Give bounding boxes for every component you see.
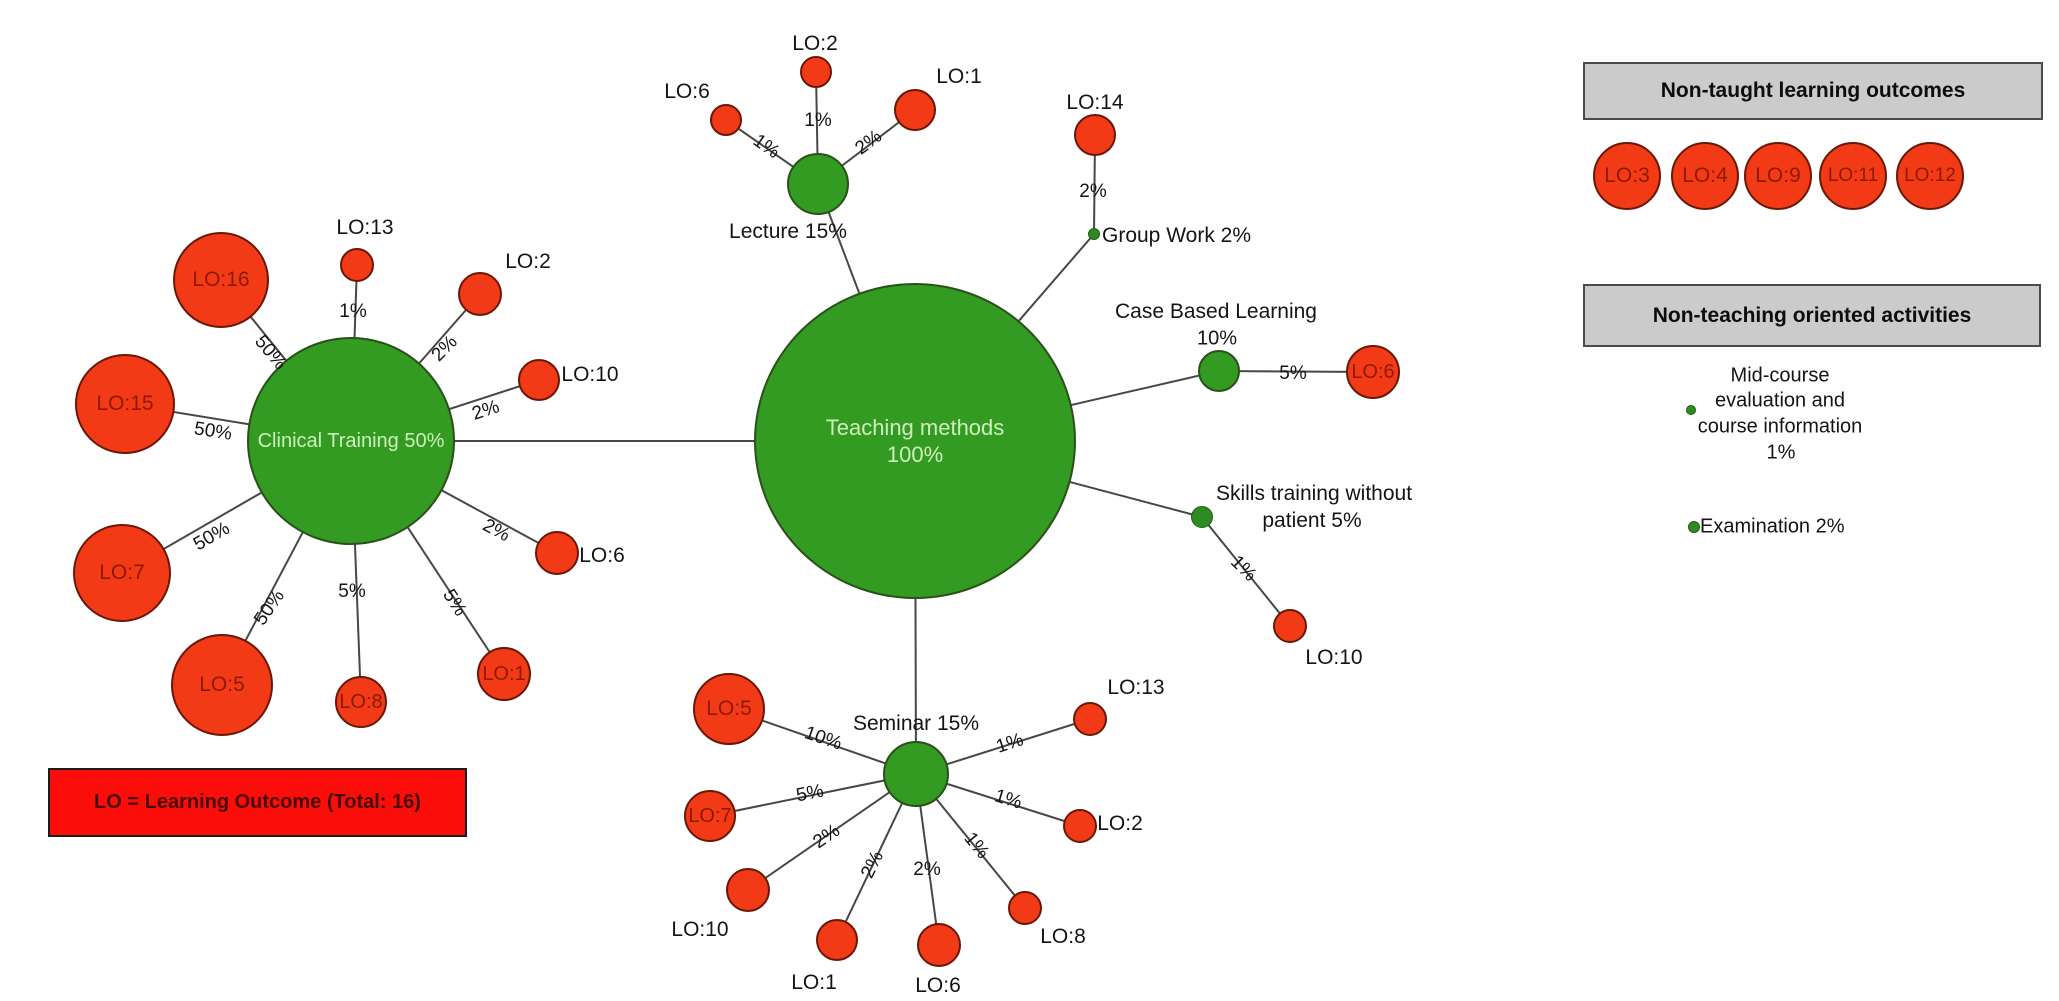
node-teaching-methods-label: Teaching methods 100% xyxy=(825,414,1005,468)
non-taught-lo9: LO:9 xyxy=(1744,142,1812,210)
node-group-work xyxy=(1088,228,1100,240)
edge xyxy=(709,773,917,817)
satellite-seminar-lo8 xyxy=(1008,891,1042,925)
non-taught-lo11: LO:11 xyxy=(1819,142,1887,210)
legend-label: LO = Learning Outcome (Total: 16) xyxy=(94,791,421,813)
satellite-skills-lo10 xyxy=(1273,609,1307,643)
node-seminar xyxy=(883,741,949,807)
mid-course-dot xyxy=(1686,405,1696,415)
node-skills-training-label-line1: Skills training without xyxy=(1215,482,1413,505)
node-skills-training-label-line2: patient 5% xyxy=(1262,509,1362,532)
satellite-seminar-lo8-label: LO:8 xyxy=(1040,925,1086,948)
satellite-lecture-lo1 xyxy=(894,89,936,131)
satellite-skills-lo10-label: LO:10 xyxy=(1305,646,1363,669)
satellite-seminar-lo13-label: LO:13 xyxy=(1107,676,1165,699)
satellite-lo10-label: LO:10 xyxy=(561,363,619,386)
satellite-lo5: LO:5 xyxy=(171,634,273,736)
satellite-lecture-lo1-label: LO:1 xyxy=(936,65,982,88)
satellite-seminar-lo6 xyxy=(917,923,961,967)
satellite-seminar-lo2 xyxy=(1063,809,1097,843)
satellite-lo2 xyxy=(458,272,502,316)
satellite-lo14 xyxy=(1074,114,1116,156)
edge-label: 1% xyxy=(339,301,367,322)
edge xyxy=(747,773,917,891)
satellite-lo16: LO:16 xyxy=(173,232,269,328)
satellite-seminar-lo7: LO:7 xyxy=(684,790,736,842)
satellite-lo1: LO:1 xyxy=(477,647,531,701)
edge-label: 5% xyxy=(1279,363,1307,384)
satellite-lecture-lo6-label: LO:6 xyxy=(664,80,710,103)
node-lecture-label: Lecture 15% xyxy=(729,220,847,243)
satellite-lo14-label: LO:14 xyxy=(1066,91,1124,114)
satellite-lo13-label: LO:13 xyxy=(336,216,394,239)
node-clinical-training-label: Clinical Training 50% xyxy=(257,429,445,452)
satellite-cbl-lo6: LO:6 xyxy=(1346,345,1400,399)
mid-course-label-line3: course information xyxy=(1697,415,1863,438)
non-taught-header: Non-taught learning outcomes xyxy=(1583,62,2043,120)
satellite-seminar-lo10-label: LO:10 xyxy=(671,918,729,941)
mid-course-label-line1: Mid-course xyxy=(1730,364,1830,387)
satellite-lo6 xyxy=(535,531,579,575)
satellite-seminar-lo6-label: LO:6 xyxy=(915,974,961,997)
mid-course-label-line4: 1% xyxy=(1766,441,1796,464)
satellite-seminar-lo5: LO:5 xyxy=(693,673,765,745)
node-case-based-learning xyxy=(1198,350,1240,392)
satellite-lo7: LO:7 xyxy=(73,524,171,622)
legend-box: LO = Learning Outcome (Total: 16) xyxy=(48,768,467,837)
node-case-based-learning-pct: 10% xyxy=(1196,327,1238,350)
node-lecture xyxy=(787,153,849,215)
satellite-lo8: LO:8 xyxy=(335,676,387,728)
node-seminar-label: Seminar 15% xyxy=(852,712,980,735)
node-group-work-label: Group Work 2% xyxy=(1102,224,1251,247)
satellite-lecture-lo2-label: LO:2 xyxy=(792,32,838,55)
satellite-seminar-lo2-label: LO:2 xyxy=(1097,812,1143,835)
satellite-lo10 xyxy=(518,359,560,401)
satellite-lo6-label: LO:6 xyxy=(579,544,625,567)
satellite-lo13 xyxy=(340,248,374,282)
satellite-lo2-label: LO:2 xyxy=(505,250,551,273)
non-taught-lo4: LO:4 xyxy=(1671,142,1739,210)
node-case-based-learning-label: Case Based Learning xyxy=(1115,300,1317,323)
node-skills-training xyxy=(1191,506,1213,528)
non-taught-lo12: LO:12 xyxy=(1896,142,1964,210)
edge-label: 2% xyxy=(913,859,941,880)
satellite-seminar-lo10 xyxy=(726,868,770,912)
satellite-seminar-lo1 xyxy=(816,919,858,961)
edge-label: 5% xyxy=(338,581,366,602)
edge xyxy=(1201,516,1291,627)
mid-course-label-line2: evaluation and xyxy=(1714,389,1846,412)
node-clinical-training: Clinical Training 50% xyxy=(247,337,455,545)
examination-label: Examination 2% xyxy=(1700,515,1845,538)
node-teaching-methods: Teaching methods 100% xyxy=(754,283,1076,599)
satellite-seminar-lo13 xyxy=(1073,702,1107,736)
non-taught-lo3: LO:3 xyxy=(1593,142,1661,210)
edge-label: 1% xyxy=(804,110,832,131)
satellite-seminar-lo1-label: LO:1 xyxy=(791,971,837,994)
satellite-lo15: LO:15 xyxy=(75,354,175,454)
satellite-lecture-lo2 xyxy=(800,56,832,88)
satellite-lecture-lo6 xyxy=(710,104,742,136)
non-teaching-header: Non-teaching oriented activities xyxy=(1583,284,2041,347)
edge-label: 2% xyxy=(1079,181,1107,202)
examination-dot xyxy=(1688,521,1700,533)
